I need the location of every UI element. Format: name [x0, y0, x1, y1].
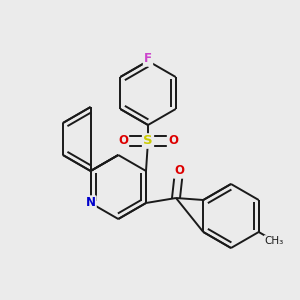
Text: O: O — [168, 134, 178, 148]
Text: CH₃: CH₃ — [265, 236, 284, 246]
Text: F: F — [144, 52, 152, 65]
Text: S: S — [143, 134, 153, 148]
Text: N: N — [85, 196, 96, 209]
Text: O: O — [174, 164, 184, 178]
Text: O: O — [118, 134, 128, 148]
